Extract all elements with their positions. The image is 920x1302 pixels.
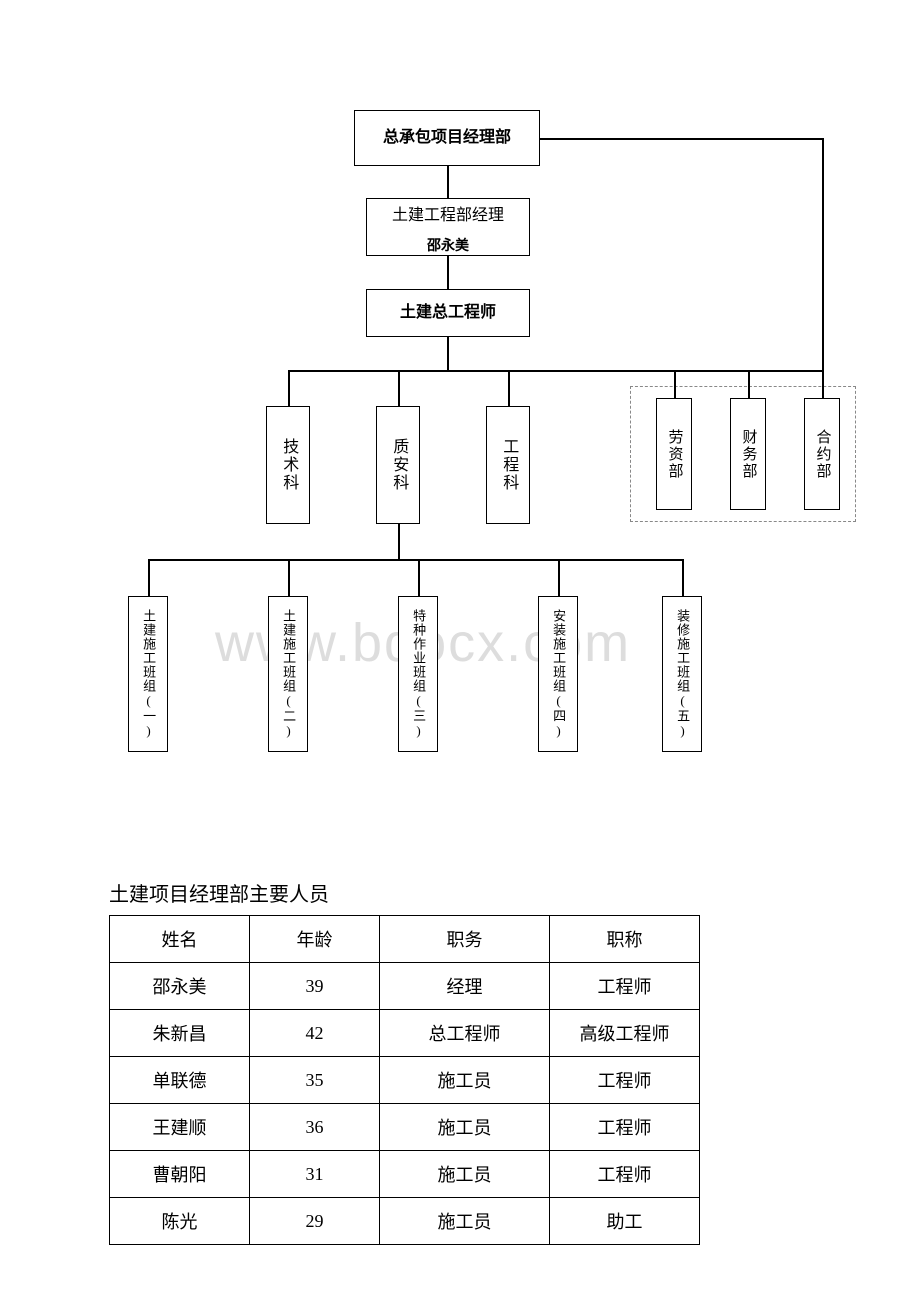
edge [748, 370, 750, 398]
node-c2: 财务部 [730, 398, 766, 510]
node-d5: 装修施工班组(五) [662, 596, 702, 752]
node-d1-label: 土建施工班组(一) [139, 609, 157, 739]
table-cell: 工程师 [550, 1104, 700, 1151]
edge [288, 370, 290, 406]
node-b1: 技术科 [266, 406, 310, 524]
table-cell: 邵永美 [110, 963, 250, 1010]
node-b2-label: 质安科 [387, 438, 409, 492]
edge [398, 370, 400, 406]
table-row: 陈光29施工员助工 [110, 1198, 700, 1245]
edge [558, 559, 560, 596]
table-row: 曹朝阳31施工员工程师 [110, 1151, 700, 1198]
node-l2: 土建工程部经理 邵永美 [366, 198, 530, 256]
edge [674, 370, 676, 398]
node-c3-label: 合约部 [812, 429, 833, 480]
col-title: 职称 [550, 916, 700, 963]
node-c2-label: 财务部 [738, 429, 759, 480]
edge [148, 559, 682, 561]
table-cell: 单联德 [110, 1057, 250, 1104]
table-row: 朱新昌42总工程师高级工程师 [110, 1010, 700, 1057]
table-cell: 经理 [380, 963, 550, 1010]
table-cell: 35 [250, 1057, 380, 1104]
node-top: 总承包项目经理部 [354, 110, 540, 166]
edge [447, 166, 449, 198]
table-cell: 王建顺 [110, 1104, 250, 1151]
table-cell: 31 [250, 1151, 380, 1198]
node-d2-label: 土建施工班组(二) [279, 609, 297, 739]
table-cell: 36 [250, 1104, 380, 1151]
table-cell: 工程师 [550, 1057, 700, 1104]
edge [682, 559, 684, 596]
table-title: 土建项目经理部主要人员 [109, 878, 329, 907]
node-top-label: 总承包项目经理部 [383, 127, 511, 149]
edge [540, 138, 822, 140]
node-d2: 土建施工班组(二) [268, 596, 308, 752]
table-row: 王建顺36施工员工程师 [110, 1104, 700, 1151]
table-cell: 高级工程师 [550, 1010, 700, 1057]
col-age: 年龄 [250, 916, 380, 963]
edge [288, 559, 290, 596]
node-l2-label2: 邵永美 [427, 237, 469, 256]
node-l2-label1: 土建工程部经理 [392, 205, 504, 227]
table-cell: 朱新昌 [110, 1010, 250, 1057]
table-cell: 助工 [550, 1198, 700, 1245]
col-role: 职务 [380, 916, 550, 963]
table-cell: 陈光 [110, 1198, 250, 1245]
table-cell: 曹朝阳 [110, 1151, 250, 1198]
node-d3-label: 特种作业班组(三) [409, 609, 427, 739]
table-cell: 39 [250, 963, 380, 1010]
edge [288, 370, 822, 372]
org-chart: www.bdocx.com 总承包项目经理部 土建工程部经理 邵永美 土建总工程… [0, 0, 920, 800]
node-b2: 质安科 [376, 406, 420, 524]
edge [418, 559, 420, 596]
table-row: 单联德35施工员工程师 [110, 1057, 700, 1104]
table-row: 邵永美39经理工程师 [110, 963, 700, 1010]
table-cell: 42 [250, 1010, 380, 1057]
edge [822, 370, 824, 398]
table-cell: 施工员 [380, 1198, 550, 1245]
node-b1-label: 技术科 [277, 438, 299, 492]
node-d5-label: 装修施工班组(五) [673, 609, 691, 739]
node-d4-label: 安装施工班组(四) [549, 609, 567, 739]
table-cell: 工程师 [550, 963, 700, 1010]
edge [447, 337, 449, 371]
node-d4: 安装施工班组(四) [538, 596, 578, 752]
node-b3: 工程科 [486, 406, 530, 524]
col-name: 姓名 [110, 916, 250, 963]
edge [447, 256, 449, 289]
edge [822, 138, 824, 370]
edge [398, 524, 400, 560]
node-c3: 合约部 [804, 398, 840, 510]
edge [148, 559, 150, 596]
node-b3-label: 工程科 [497, 438, 519, 492]
node-c1-label: 劳资部 [664, 429, 685, 480]
personnel-table: 姓名 年龄 职务 职称 邵永美39经理工程师朱新昌42总工程师高级工程师单联德3… [109, 915, 700, 1245]
table-cell: 总工程师 [380, 1010, 550, 1057]
node-d3: 特种作业班组(三) [398, 596, 438, 752]
node-l3-label: 土建总工程师 [400, 302, 496, 324]
table-cell: 工程师 [550, 1151, 700, 1198]
table-cell: 施工员 [380, 1104, 550, 1151]
node-l3: 土建总工程师 [366, 289, 530, 337]
table-cell: 施工员 [380, 1057, 550, 1104]
node-c1: 劳资部 [656, 398, 692, 510]
table-cell: 29 [250, 1198, 380, 1245]
table-header-row: 姓名 年龄 职务 职称 [110, 916, 700, 963]
node-d1: 土建施工班组(一) [128, 596, 168, 752]
table-cell: 施工员 [380, 1151, 550, 1198]
edge [508, 370, 510, 406]
